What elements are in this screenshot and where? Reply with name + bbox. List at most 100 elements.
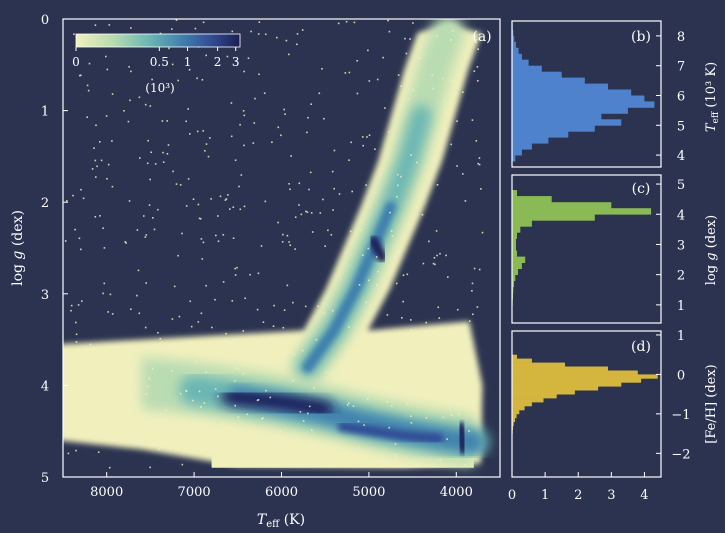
scatter-dot [210, 198, 212, 200]
scatter-dot [105, 348, 108, 351]
scatter-dot [394, 443, 397, 445]
scatter-dot [145, 234, 148, 236]
scatter-dot [471, 397, 474, 400]
scatter-dot [401, 317, 403, 319]
histogram-bar [512, 238, 516, 245]
scatter-dot [64, 369, 67, 372]
scatter-dot [432, 87, 434, 90]
scatter-dot [204, 150, 206, 152]
scatter-dot [285, 39, 288, 42]
scatter-dot [478, 163, 481, 166]
x-axis-label-main: T [257, 512, 268, 528]
scatter-dot [406, 273, 409, 276]
scatter-dot [363, 424, 365, 426]
scatter-dot [186, 344, 188, 346]
scatter-dot [345, 457, 347, 459]
scatter-dot [325, 371, 327, 374]
histogram-bar [512, 214, 595, 221]
scatter-dot [453, 80, 455, 82]
y-tick-label: 2 [41, 196, 49, 211]
main-sequence-cool-core [337, 421, 444, 444]
scatter-dot [348, 159, 350, 161]
scatter-dot [476, 306, 479, 308]
scatter-dot [106, 68, 109, 71]
scatter-dot [94, 216, 97, 218]
scatter-dot [272, 325, 275, 327]
scatter-dot [153, 228, 156, 231]
scatter-dot [463, 360, 466, 363]
scatter-dot [215, 234, 217, 237]
scatter-dot [276, 36, 278, 39]
scatter-dot [70, 309, 72, 312]
scatter-dot [80, 248, 82, 251]
scatter-dot [323, 117, 325, 120]
y-tick-label: 4 [677, 149, 685, 164]
scatter-dot [171, 63, 174, 66]
histogram-bar [512, 390, 575, 395]
scatter-dot [302, 420, 305, 422]
histogram-bar [512, 268, 518, 275]
scatter-dot [439, 252, 441, 255]
histogram-bar [512, 71, 562, 79]
scatter-dot [177, 254, 179, 257]
y-tick-label: 5 [677, 178, 685, 193]
histogram-bar [512, 143, 532, 150]
scatter-dot [188, 68, 191, 71]
scatter-dot [435, 230, 438, 232]
histogram-bar [512, 274, 516, 282]
scatter-dot [242, 330, 245, 332]
histogram-bar [512, 35, 515, 43]
scatter-dot [127, 120, 130, 123]
scatter-dot [394, 453, 397, 456]
scatter-dot [86, 116, 88, 118]
colorbar-gradient [75, 33, 241, 48]
scatter-dot [137, 269, 140, 272]
scatter-dot [196, 130, 199, 133]
scatter-dot [222, 281, 225, 283]
scatter-dot [362, 144, 364, 147]
scatter-dot [354, 386, 357, 389]
scatter-dot [191, 399, 194, 402]
scatter-dot [195, 360, 198, 363]
scatter-dot [234, 367, 237, 369]
scatter-dot [456, 165, 458, 167]
scatter-dot [437, 306, 440, 309]
panel-b-y-axis-label: Teff (10³ K) [704, 62, 721, 132]
y-tick-label: 5 [41, 471, 49, 486]
colorbar-tick-label: 3 [232, 55, 240, 69]
scatter-dot [78, 237, 81, 240]
scatter-dot [263, 439, 266, 442]
density-envelope [63, 23, 483, 468]
panel-d-y-ticks: 1 0 −1 −2 [656, 329, 691, 462]
scatter-dot [337, 22, 340, 25]
scatter-dot [471, 119, 474, 121]
scatter-dot [237, 368, 240, 370]
scatter-dot [396, 173, 399, 176]
panel-c-y-label-main: log [704, 261, 719, 285]
scatter-dot [391, 235, 394, 237]
scatter-dot [201, 435, 204, 438]
scatter-dot [200, 312, 203, 315]
scatter-dot [289, 188, 291, 191]
scatter-dot [261, 418, 263, 420]
scatter-dot [386, 400, 389, 403]
histogram-bar [512, 53, 522, 61]
scatter-dot [451, 30, 454, 32]
scatter-dot [382, 56, 384, 59]
scatter-dot [374, 148, 376, 150]
scatter-dot [447, 276, 449, 278]
y-tick-label: 4 [41, 379, 49, 394]
scatter-dot [125, 242, 127, 244]
scatter-dot [106, 385, 109, 388]
scatter-dot [200, 238, 203, 240]
scatter-dot [93, 147, 95, 149]
scatter-dot [152, 217, 154, 219]
scatter-dot [367, 49, 369, 52]
scatter-dot [277, 221, 279, 224]
scatter-dot [477, 80, 479, 82]
panel-b-y-label-unit: (10³ K) [704, 62, 719, 112]
panel-d-frame [511, 330, 662, 478]
scatter-dot [162, 151, 164, 154]
scatter-dot [108, 24, 111, 26]
